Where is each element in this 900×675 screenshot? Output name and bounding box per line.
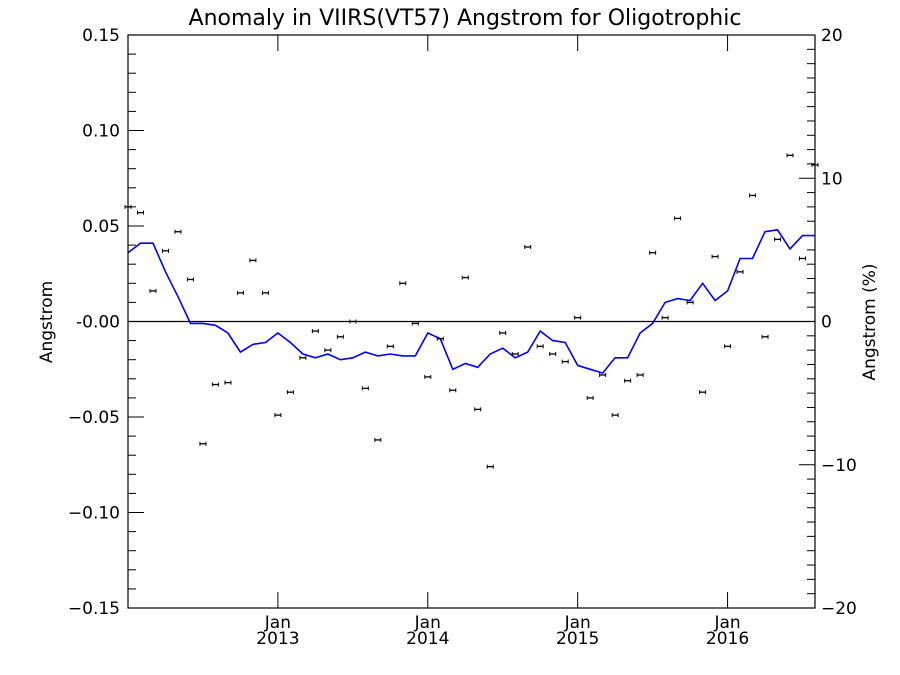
y2-tick-label: 10 [821, 169, 843, 189]
x-tick-label-year: 2015 [556, 629, 599, 649]
anomaly-point [349, 319, 357, 324]
anomaly-point [524, 245, 532, 250]
anomaly-point [686, 300, 694, 305]
anomaly-point [561, 359, 569, 364]
smoothed-line-group [127, 228, 815, 375]
y-tick-label: -0.00 [76, 313, 120, 333]
y-axis-label: Angstrom [37, 281, 57, 363]
x-tick-label-year: 2014 [406, 629, 449, 649]
anomaly-point [474, 407, 482, 412]
anomaly-point [336, 334, 344, 339]
anomaly-point [799, 256, 807, 261]
anomaly-point [611, 413, 619, 418]
anomaly-point [549, 351, 557, 356]
anomaly-point [149, 288, 157, 293]
anomaly-point [224, 380, 232, 385]
y2-tick-label: −10 [821, 456, 857, 476]
anomaly-point [724, 344, 732, 349]
anomaly-point [449, 388, 457, 393]
anomaly-point [786, 153, 794, 158]
anomaly-point [661, 315, 669, 320]
anomaly-point [261, 290, 269, 295]
x-tick-label-month: Jan [564, 613, 591, 633]
anomaly-point [286, 390, 294, 395]
anomaly-point [636, 372, 644, 377]
anomaly-point [649, 250, 657, 255]
anomaly-point [161, 248, 169, 253]
anomaly-point [324, 348, 332, 353]
anomaly-point [536, 344, 544, 349]
anomaly-point [399, 281, 407, 286]
y-tick-label: −0.05 [68, 408, 120, 428]
chart-title: Anomaly in VIIRS(VT57) Angstrom for Olig… [189, 6, 742, 31]
anomaly-point [299, 355, 307, 360]
smoothed-anomaly-line [127, 228, 815, 375]
anomaly-point [361, 386, 369, 391]
y2-tick-label: −20 [821, 599, 857, 619]
anomaly-point [211, 382, 219, 387]
plot-frame [127, 34, 816, 609]
anomaly-point [274, 413, 282, 418]
anomaly-point [186, 277, 194, 282]
anomaly-point [461, 275, 469, 280]
y-tick-label: 0.10 [82, 122, 120, 142]
anomaly-point [486, 464, 494, 469]
axes: 0.15 0.10 0.05 -0.00 −0.05 −0.10 −0.15 20 10 0 −10… [68, 26, 857, 649]
y2-axis-label: Angstrom (%) [860, 263, 880, 380]
anomaly-point [599, 372, 607, 377]
anomaly-point [411, 321, 419, 326]
x-tick-label-month: Jan [713, 613, 740, 633]
y-tick-label: 0.15 [82, 26, 120, 46]
anomaly-point [511, 351, 519, 356]
y-tick-label: 0.05 [82, 217, 120, 237]
x-tick-label-year: 2016 [706, 629, 749, 649]
y-tick-label: −0.10 [68, 504, 120, 524]
anomaly-point [436, 336, 444, 341]
anomaly-point [136, 210, 144, 215]
anomaly-point [386, 344, 394, 349]
anomaly-points-group [124, 153, 819, 469]
anomaly-point [586, 395, 594, 400]
anomaly-point [736, 269, 744, 274]
anomaly-point [424, 374, 432, 379]
anomaly-point [174, 229, 182, 234]
anomaly-point [499, 330, 507, 335]
anomaly-point [774, 237, 782, 242]
y2-tick-label: 20 [821, 26, 843, 46]
anomaly-point [374, 437, 382, 442]
anomaly-point [674, 216, 682, 221]
y2-tick-label: 0 [821, 313, 832, 333]
anomaly-point [749, 193, 757, 198]
anomaly-point [761, 334, 769, 339]
anomaly-point [574, 315, 582, 320]
x-tick-label-year: 2013 [256, 629, 299, 649]
anomaly-point [199, 441, 207, 446]
anomaly-point [311, 329, 319, 334]
anomaly-point [236, 290, 244, 295]
y-tick-label: −0.15 [68, 599, 120, 619]
anomaly-point [249, 258, 257, 263]
anomaly-point [711, 254, 719, 259]
x-tick-label-month: Jan [264, 613, 291, 633]
anomaly-point [699, 390, 707, 395]
x-tick-label-month: Jan [414, 613, 441, 633]
anomaly-point [624, 378, 632, 383]
